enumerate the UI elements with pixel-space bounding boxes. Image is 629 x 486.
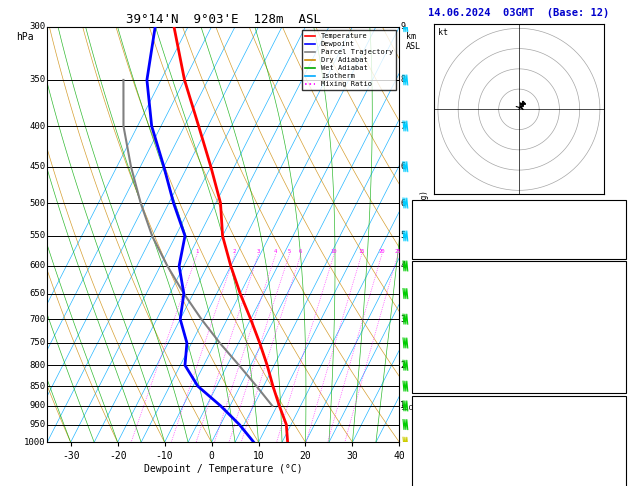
Text: 950: 950 — [30, 420, 45, 429]
Text: 4: 4 — [400, 261, 405, 270]
Text: 700: 700 — [30, 314, 45, 324]
Text: Lifted Index: Lifted Index — [415, 337, 479, 346]
Text: 4: 4 — [274, 249, 277, 254]
Text: 15: 15 — [358, 249, 365, 254]
Text: 650: 650 — [30, 289, 45, 298]
Text: 7: 7 — [400, 122, 405, 131]
Text: 10: 10 — [330, 249, 337, 254]
Text: 850: 850 — [30, 382, 45, 391]
Text: CAPE (J): CAPE (J) — [415, 471, 457, 481]
Text: 5: 5 — [287, 249, 291, 254]
Text: Surface: Surface — [500, 263, 538, 272]
Text: 3: 3 — [400, 314, 405, 324]
Text: 300: 300 — [30, 22, 45, 31]
Text: -23: -23 — [607, 202, 623, 211]
Text: 800: 800 — [30, 361, 45, 370]
Text: 500: 500 — [30, 199, 45, 208]
Text: Dewp (°C): Dewp (°C) — [415, 300, 463, 309]
Text: 1LCL: 1LCL — [400, 405, 417, 411]
Text: 6: 6 — [400, 162, 405, 171]
Text: 5: 5 — [400, 231, 405, 241]
Text: 11: 11 — [613, 337, 623, 346]
Text: kt: kt — [438, 28, 448, 37]
Text: 2: 2 — [400, 361, 405, 370]
Text: CAPE (J): CAPE (J) — [415, 355, 457, 364]
Text: 900: 900 — [30, 401, 45, 410]
Text: CIN (J): CIN (J) — [415, 374, 452, 383]
Text: hPa: hPa — [16, 32, 33, 42]
Text: 1: 1 — [400, 401, 405, 410]
Text: 310: 310 — [607, 434, 623, 444]
Text: Lifted Index: Lifted Index — [415, 453, 479, 462]
Text: 400: 400 — [30, 122, 45, 131]
Text: 0: 0 — [618, 471, 623, 481]
Text: 350: 350 — [30, 75, 45, 85]
Text: 6: 6 — [400, 199, 405, 208]
Legend: Temperature, Dewpoint, Parcel Trajectory, Dry Adiabat, Wet Adiabat, Isotherm, Mi: Temperature, Dewpoint, Parcel Trajectory… — [302, 30, 396, 90]
Text: 0: 0 — [618, 355, 623, 364]
Text: 11: 11 — [613, 453, 623, 462]
Text: Temp (°C): Temp (°C) — [415, 281, 463, 291]
Text: 9: 9 — [618, 300, 623, 309]
Text: 8: 8 — [400, 75, 405, 85]
Text: 309: 309 — [607, 318, 623, 328]
Text: 975: 975 — [607, 416, 623, 425]
Text: 3: 3 — [257, 249, 260, 254]
Text: 9: 9 — [400, 22, 405, 31]
Title: 39°14'N  9°03'E  128m  ASL: 39°14'N 9°03'E 128m ASL — [126, 13, 321, 26]
Text: 25: 25 — [394, 249, 401, 254]
Text: 14.06.2024  03GMT  (Base: 12): 14.06.2024 03GMT (Base: 12) — [428, 8, 610, 18]
Text: 1000: 1000 — [24, 438, 45, 447]
Text: 600: 600 — [30, 261, 45, 270]
Text: 16.2: 16.2 — [602, 281, 623, 291]
Text: km
ASL: km ASL — [406, 32, 421, 51]
Text: Mixing Ratio (g/kg): Mixing Ratio (g/kg) — [420, 191, 428, 278]
Text: Totals Totals: Totals Totals — [415, 221, 484, 230]
Text: 20: 20 — [378, 249, 385, 254]
Text: 750: 750 — [30, 338, 45, 347]
Text: Most Unstable: Most Unstable — [484, 398, 554, 407]
Text: 0.82: 0.82 — [602, 239, 623, 248]
Text: PW (cm): PW (cm) — [415, 239, 452, 248]
Text: 6: 6 — [299, 249, 302, 254]
Text: θᵉ(K): θᵉ(K) — [415, 318, 442, 328]
Text: 2: 2 — [233, 249, 237, 254]
Text: Pressure (mb): Pressure (mb) — [415, 416, 484, 425]
Text: K: K — [415, 202, 420, 211]
Text: 26: 26 — [613, 221, 623, 230]
X-axis label: Dewpoint / Temperature (°C): Dewpoint / Temperature (°C) — [144, 464, 303, 474]
Text: © weatheronline.co.uk: © weatheronline.co.uk — [467, 473, 571, 482]
Text: 450: 450 — [30, 162, 45, 171]
Text: 550: 550 — [30, 231, 45, 241]
Text: θᵉ (K): θᵉ (K) — [415, 434, 447, 444]
Text: 0: 0 — [618, 374, 623, 383]
Text: 1: 1 — [195, 249, 198, 254]
